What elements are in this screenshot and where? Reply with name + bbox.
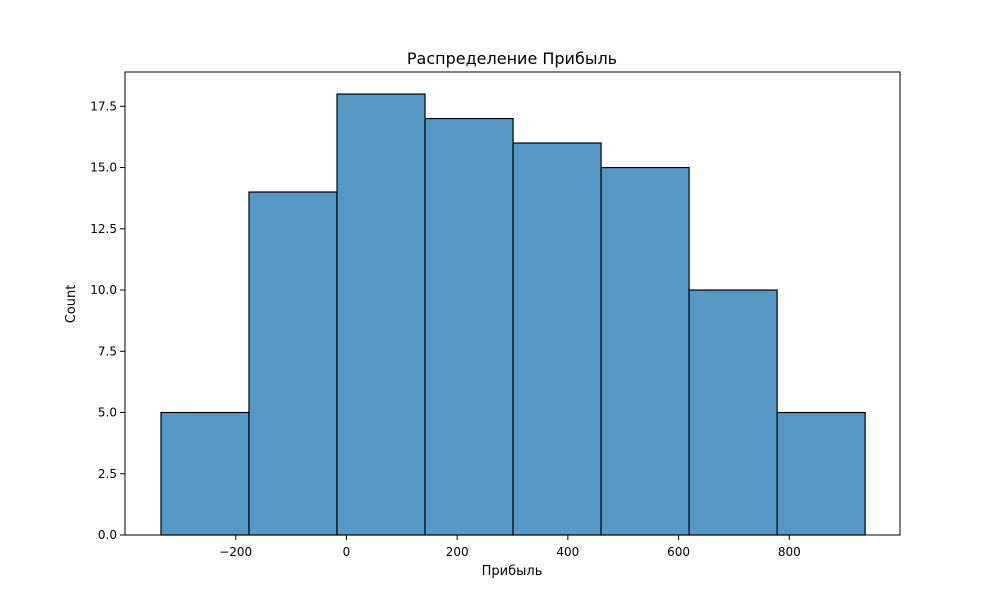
y-tick-label: 7.5 [98, 344, 117, 358]
histogram-bar [512, 142, 602, 536]
x-axis-label: Прибыль [482, 564, 543, 579]
histogram-bar [600, 166, 690, 536]
x-tick-label: 800 [778, 545, 801, 559]
histogram-bar [776, 411, 866, 536]
chart-title: Распределение Прибыль [407, 49, 617, 68]
plot-frame [124, 71, 901, 536]
y-tick-label: 2.5 [98, 467, 117, 481]
y-tick-label: 10.0 [90, 283, 117, 297]
histogram-bar [424, 117, 514, 536]
x-tick-label: 400 [556, 545, 579, 559]
y-tick-label: 12.5 [90, 222, 117, 236]
histogram-bar [248, 191, 338, 536]
y-tick-label: 0.0 [98, 528, 117, 542]
histogram-bar [336, 93, 426, 536]
x-axis: −200 0 200 400 600 800 [219, 535, 801, 559]
x-tick-label: 0 [343, 545, 351, 559]
histogram-bar [688, 289, 778, 536]
x-tick-label: 200 [446, 545, 469, 559]
x-tick-label: 600 [667, 545, 690, 559]
y-tick-label: 15.0 [90, 161, 117, 175]
y-tick-label: 17.5 [90, 99, 117, 113]
histogram-bar [160, 411, 250, 536]
y-axis-label: Count [64, 285, 79, 324]
bars-group [160, 93, 866, 536]
x-tick-label: −200 [219, 545, 252, 559]
y-axis: 0.0 2.5 5.0 7.5 10.0 12.5 15.0 17.5 [90, 99, 125, 542]
y-tick-label: 5.0 [98, 406, 117, 420]
